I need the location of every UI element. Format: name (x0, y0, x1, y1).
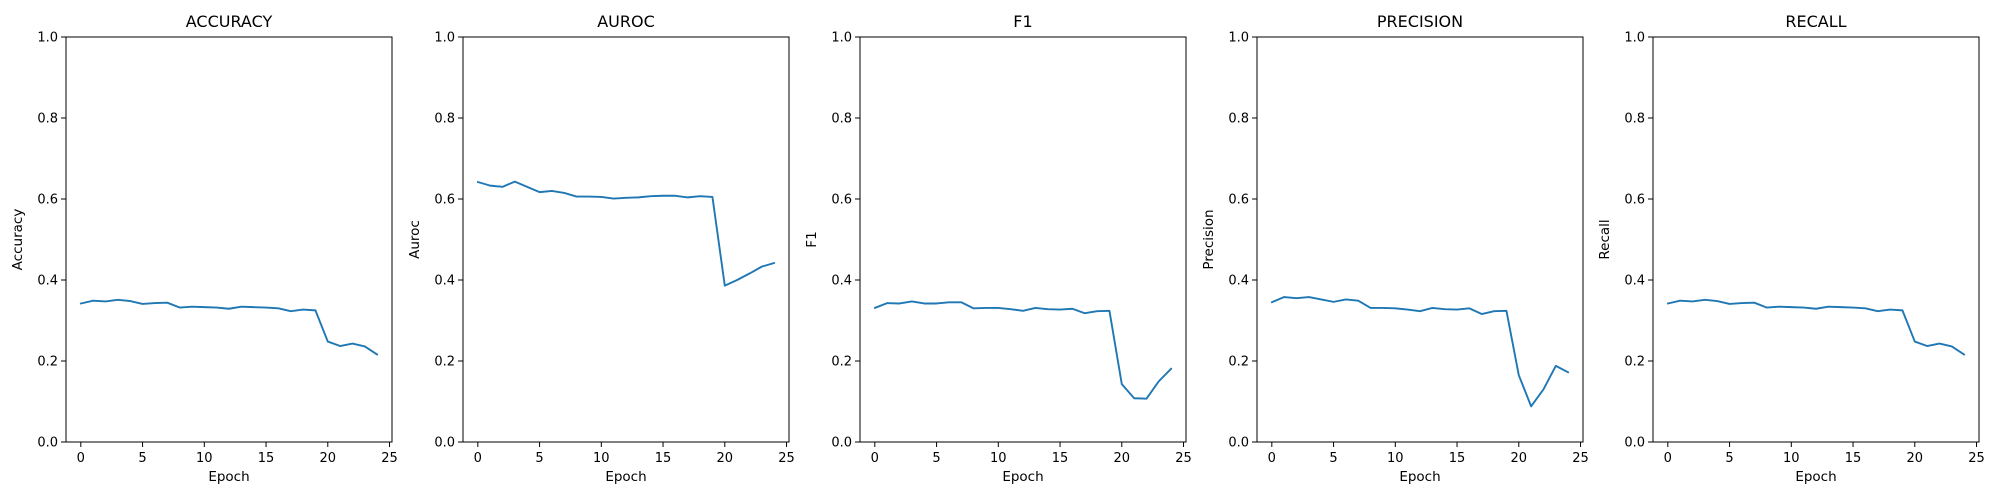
y-tick-label: 0.6 (434, 193, 455, 208)
x-tick-label: 15 (1449, 451, 1466, 466)
axes-frame (462, 36, 790, 443)
x-tick-label: 20 (717, 451, 734, 466)
x-tick-label: 20 (1114, 451, 1131, 466)
x-tick-label: 5 (535, 451, 543, 466)
x-tick-label: 5 (138, 451, 146, 466)
y-tick-label: 0.2 (434, 355, 455, 370)
y-tick-label: 0.8 (1624, 112, 1645, 127)
x-axis-label: Epoch (208, 469, 249, 485)
y-tick-label: 0.6 (1624, 193, 1645, 208)
y-tick-label: 0.0 (1228, 436, 1249, 451)
x-tick-label: 0 (474, 451, 482, 466)
x-tick-label: 15 (1845, 451, 1862, 466)
series-line-auroc (476, 180, 776, 287)
x-axis-label: Epoch (1002, 469, 1043, 485)
y-tick-label: 0.8 (831, 112, 852, 127)
x-tick-label: 5 (1725, 451, 1733, 466)
x-axis-label: Epoch (1795, 469, 1836, 485)
chart-panel-auroc: 0.0 0.2 0.4 0.6 0.8 1.0 0 5 10 15 20 25 AUROC Epoch Au… (407, 12, 795, 485)
x-axis-label: Epoch (1399, 469, 1440, 485)
y-axis-label: Auroc (407, 220, 423, 259)
x-tick-label: 15 (655, 451, 672, 466)
y-tick-label: 0.2 (1624, 355, 1645, 370)
axes-frame (1256, 36, 1584, 443)
x-tick-label: 10 (1387, 451, 1404, 466)
y-axis-label: Accuracy (10, 209, 26, 271)
x-tick-label: 25 (778, 451, 795, 466)
y-tick-label: 1.0 (37, 31, 58, 46)
y-tick-label: 1.0 (1624, 31, 1645, 46)
x-tick-label: 0 (77, 451, 85, 466)
series-line-accuracy (79, 298, 379, 356)
panel-title: PRECISION (1377, 12, 1463, 31)
y-tick-label: 0.6 (831, 193, 852, 208)
x-tick-label: 15 (1052, 451, 1069, 466)
chart-panel-accuracy: 0.0 0.2 0.4 0.6 0.8 1.0 0 5 10 15 20 25 ACCURACY Epoc… (10, 12, 398, 485)
y-tick-label: 0.0 (1624, 436, 1645, 451)
x-tick-label: 0 (871, 451, 879, 466)
y-tick-label: 1.0 (434, 31, 455, 46)
y-tick-label: 0.8 (1228, 112, 1249, 127)
series-line-precision (1270, 296, 1570, 408)
y-tick-label: 0.2 (1228, 355, 1249, 370)
chart-panel-precision: 0.0 0.2 0.4 0.6 0.8 1.0 0 5 10 15 20 25 PRECISION Epo… (1201, 12, 1589, 485)
axes-frame (1652, 36, 1980, 443)
x-axis-label: Epoch (605, 469, 646, 485)
y-tick-label: 0.0 (434, 436, 455, 451)
y-tick-label: 0.4 (434, 274, 455, 289)
y-tick-label: 0.2 (37, 355, 58, 370)
x-tick-label: 20 (320, 451, 337, 466)
y-tick-label: 0.4 (37, 274, 58, 289)
x-tick-label: 25 (1572, 451, 1589, 466)
x-tick-label: 5 (1329, 451, 1337, 466)
x-tick-label: 25 (381, 451, 398, 466)
panel-title: F1 (1013, 12, 1032, 31)
series-line-recall (1666, 298, 1966, 356)
axes-frame (65, 36, 393, 443)
chart-panel-recall: 0.0 0.2 0.4 0.6 0.8 1.0 0 5 10 15 20 25 RECALL Epoch R… (1597, 12, 1985, 485)
x-tick-label: 10 (990, 451, 1007, 466)
y-axis-label: F1 (804, 231, 820, 247)
x-tick-label: 15 (258, 451, 275, 466)
x-tick-label: 0 (1268, 451, 1276, 466)
y-tick-label: 0.4 (831, 274, 852, 289)
panel-title: RECALL (1785, 12, 1846, 31)
x-tick-label: 5 (932, 451, 940, 466)
x-tick-label: 20 (1511, 451, 1528, 466)
chart-panel-f1: 0.0 0.2 0.4 0.6 0.8 1.0 0 5 10 15 20 25 F1 Epoch F1 (804, 12, 1192, 485)
x-tick-label: 25 (1968, 451, 1985, 466)
x-tick-label: 10 (196, 451, 213, 466)
panel-title: AUROC (597, 12, 655, 31)
y-tick-label: 0.6 (1228, 193, 1249, 208)
y-tick-label: 1.0 (831, 31, 852, 46)
y-tick-label: 0.8 (37, 112, 58, 127)
x-tick-label: 20 (1907, 451, 1924, 466)
y-tick-label: 0.0 (831, 436, 852, 451)
x-tick-label: 25 (1175, 451, 1192, 466)
y-tick-label: 1.0 (1228, 31, 1249, 46)
series-line-f1 (873, 300, 1173, 400)
y-tick-label: 0.4 (1624, 274, 1645, 289)
y-axis-label: Precision (1201, 209, 1217, 269)
axes-frame (859, 36, 1187, 443)
panel-title: ACCURACY (186, 12, 273, 31)
y-tick-label: 0.6 (37, 193, 58, 208)
x-tick-label: 10 (593, 451, 610, 466)
x-tick-label: 0 (1664, 451, 1672, 466)
y-tick-label: 0.4 (1228, 274, 1249, 289)
y-tick-label: 0.0 (37, 436, 58, 451)
y-axis-label: Recall (1597, 219, 1613, 259)
x-tick-label: 10 (1783, 451, 1800, 466)
y-tick-label: 0.8 (434, 112, 455, 127)
y-tick-label: 0.2 (831, 355, 852, 370)
